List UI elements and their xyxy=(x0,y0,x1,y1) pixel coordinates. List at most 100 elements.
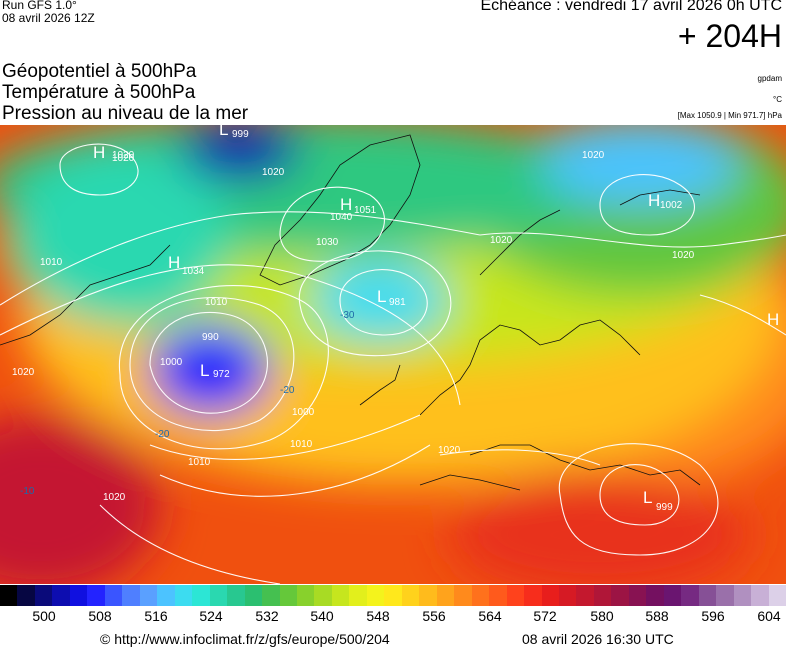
colorbar-swatch xyxy=(733,585,752,606)
layer-title-geopotential: Géopotentiel à 500hPa xyxy=(2,61,197,82)
colorbar-swatch xyxy=(209,585,228,606)
isobar-label: 1020 xyxy=(438,445,461,456)
unit-temperature: °C xyxy=(773,95,782,104)
colorbar-tick-label: 588 xyxy=(645,608,669,624)
isobar-label: 1000 xyxy=(160,357,183,368)
colorbar-tick-label: 532 xyxy=(255,608,279,624)
svg-text:L: L xyxy=(200,361,209,380)
colorbar-swatch xyxy=(139,585,158,606)
svg-text:981: 981 xyxy=(389,297,406,308)
isotherm-label: -20 xyxy=(280,385,295,396)
colorbar-swatch xyxy=(681,585,699,606)
isobar-label: 990 xyxy=(202,332,219,343)
isobar-label: 1030 xyxy=(316,237,339,248)
isobar-label: 1010 xyxy=(205,297,228,308)
colorbar-swatch xyxy=(192,585,210,606)
colorbar-swatch xyxy=(559,585,577,606)
colorbar-tick-label: 540 xyxy=(310,608,334,624)
svg-text:1051: 1051 xyxy=(354,205,377,216)
colorbar-swatch xyxy=(87,585,105,606)
colorbar-swatch xyxy=(349,585,367,606)
svg-text:999: 999 xyxy=(656,502,673,513)
colorbar-tick-label: 508 xyxy=(88,608,112,624)
isobar-label: 1010 xyxy=(290,439,313,450)
colorbar-swatch xyxy=(506,585,525,606)
high-pressure-center: H xyxy=(767,310,779,329)
colorbar-swatch xyxy=(52,585,70,606)
pressure-range-label: [Max 1050.9 | Min 971.7] hPa xyxy=(677,111,782,120)
colorbar-swatch xyxy=(768,585,786,606)
colorbar-swatch xyxy=(157,585,175,606)
colorbar-swatch xyxy=(69,585,88,606)
colorbar-swatch xyxy=(663,585,682,606)
isobars xyxy=(0,143,786,584)
colorbar-swatch xyxy=(244,585,263,606)
svg-text:L: L xyxy=(643,488,652,507)
isobar-label: 1020 xyxy=(103,492,126,503)
colorbar-swatch xyxy=(576,585,594,606)
model-run-label: Run GFS 1.0° xyxy=(2,0,77,12)
colorbar-swatch xyxy=(331,585,350,606)
colorbar-swatch xyxy=(751,585,769,606)
colorbar-swatch xyxy=(419,585,437,606)
high-pressure-center: H 1034 xyxy=(168,253,205,277)
isobar-label: 1020 xyxy=(12,367,35,378)
colorbar-swatch xyxy=(611,585,629,606)
svg-text:L: L xyxy=(377,287,386,306)
colorbar-tick-label: 596 xyxy=(701,608,725,624)
isobar-label: 1020 xyxy=(490,235,513,246)
svg-text:H: H xyxy=(93,143,105,162)
svg-text:H: H xyxy=(340,195,352,214)
copyright-link[interactable]: © http://www.infoclimat.fr/z/gfs/europe/… xyxy=(100,631,390,647)
svg-text:H: H xyxy=(767,310,779,329)
colorbar xyxy=(0,585,786,606)
colorbar-swatch xyxy=(122,585,140,606)
svg-text:H: H xyxy=(168,253,180,272)
colorbar-tick-label: 572 xyxy=(533,608,557,624)
svg-text:1002: 1002 xyxy=(660,200,683,211)
svg-text:972: 972 xyxy=(213,369,230,380)
valid-time-label: Echéance : vendredi 17 avril 2026 0h UTC xyxy=(480,0,782,14)
colorbar-swatch xyxy=(541,585,559,606)
high-pressure-center: H 1020 xyxy=(93,143,135,164)
colorbar-swatch xyxy=(279,585,297,606)
svg-text:999: 999 xyxy=(232,129,249,140)
isobar-label: 1020 xyxy=(672,250,695,261)
colorbar-swatch xyxy=(0,585,18,606)
isobar-label: 1010 xyxy=(188,457,211,468)
colorbar-tick-label: 516 xyxy=(144,608,168,624)
isotherm-label: -20 xyxy=(155,429,170,440)
colorbar-swatch xyxy=(698,585,717,606)
colorbar-tick-label: 580 xyxy=(590,608,614,624)
colorbar-tick-label: 548 xyxy=(366,608,390,624)
colorbar-swatch xyxy=(524,585,542,606)
geopotential-field xyxy=(0,125,786,584)
colorbar-swatch xyxy=(489,585,507,606)
colorbar-tick-label: 556 xyxy=(422,608,446,624)
colorbar-tick-label: 604 xyxy=(757,608,781,624)
high-pressure-center: H 1002 xyxy=(648,191,683,211)
generation-date: 08 avril 2026 16:30 UTC xyxy=(522,631,674,647)
isobar-labels: 1020 1010 1000 990 1020 1030 1040 1020 1… xyxy=(12,150,695,503)
model-run-date: 08 avril 2026 12Z xyxy=(2,11,95,25)
colorbar-swatch xyxy=(17,585,35,606)
colorbar-swatch xyxy=(401,585,420,606)
low-pressure-center: L 972 xyxy=(200,361,230,380)
isobar-label: 1020 xyxy=(262,167,285,178)
colorbar-labels: 500 508 516 524 532 540 548 556 564 572 … xyxy=(0,608,786,628)
colorbar-swatch xyxy=(174,585,193,606)
colorbar-swatch xyxy=(262,585,280,606)
colorbar-tick-label: 500 xyxy=(32,608,56,624)
isobar-label: 1020 xyxy=(582,150,605,161)
forecast-lead-time: + 204H xyxy=(677,18,782,54)
weather-map: 1020 1010 1000 990 1020 1030 1040 1020 1… xyxy=(0,125,786,584)
isobar-label: 1010 xyxy=(40,257,63,268)
colorbar-swatch xyxy=(471,585,490,606)
colorbar-swatch xyxy=(296,585,315,606)
low-pressure-center: L 999 xyxy=(219,125,249,140)
isotherm-label: -30 xyxy=(340,310,355,321)
layer-title-pressure: Pression au niveau de la mer xyxy=(2,103,249,124)
unit-geopotential: gpdam xyxy=(757,74,782,83)
colorbar-swatch xyxy=(716,585,734,606)
colorbar-swatch xyxy=(366,585,385,606)
